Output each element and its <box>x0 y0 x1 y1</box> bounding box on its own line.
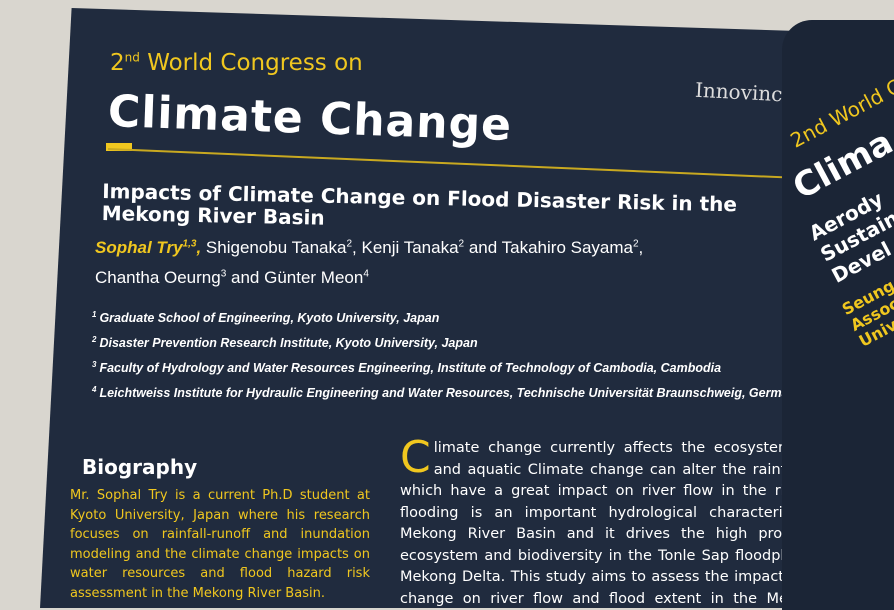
screenshot: 2nd World Congress on Climate Change Inn… <box>0 0 894 599</box>
text: Disaster Prevention Research Institute, … <box>99 336 477 350</box>
abstract-text: limate change currently affects the ecos… <box>400 440 830 608</box>
text: , <box>639 238 644 257</box>
biography-heading: Biography <box>82 455 197 479</box>
text: Graduate School of Engineering, Kyoto Un… <box>99 311 439 325</box>
main-title: Climate Change <box>107 86 513 151</box>
text: Sophal Try <box>95 238 183 257</box>
facing-page: 2nd World C Clima Aerody Sustain Devel S… <box>782 20 894 610</box>
author: Sophal Try1,3, <box>95 238 201 257</box>
text: , <box>196 238 201 257</box>
text: 3 <box>92 360 96 369</box>
text: 2 <box>459 238 465 249</box>
text: 4 <box>92 385 96 394</box>
congress-name: World Congress on <box>147 50 363 76</box>
ordinal-suffix: nd <box>125 50 140 64</box>
text: Shigenobu Tanaka <box>206 238 347 257</box>
text: 3 <box>221 269 227 280</box>
text: Faculty of Hydrology and Water Resources… <box>99 361 721 375</box>
logo: Innovinc <box>694 78 783 107</box>
ordinal: 2 <box>110 50 125 76</box>
congress: 2nd World Congress on <box>110 50 363 76</box>
rule <box>108 148 807 179</box>
text: Takahiro Sayama <box>502 238 633 257</box>
text: and <box>231 268 259 287</box>
author: Chantha Oeurng3 and <box>95 268 259 287</box>
author: Kenji Tanaka2 and <box>362 238 498 257</box>
text: 4 <box>363 269 369 280</box>
biography-text: Mr. Sophal Try is a current Ph.D student… <box>70 486 370 603</box>
text: , <box>352 238 357 257</box>
text: Leichtweiss Institute for Hydraulic Engi… <box>99 387 803 401</box>
text: and <box>469 238 497 257</box>
author: Takahiro Sayama2, <box>502 238 644 257</box>
text: Kenji Tanaka <box>362 238 459 257</box>
text: 2 <box>92 335 96 344</box>
authors: Sophal Try1,3, Shigenobu Tanaka2, Kenji … <box>95 230 815 291</box>
author: Günter Meon4 <box>264 268 369 287</box>
author: Shigenobu Tanaka2, <box>206 238 357 257</box>
text: Chantha Oeurng <box>95 268 221 287</box>
text: 1 <box>92 310 96 319</box>
drop-cap: C <box>400 438 431 478</box>
text: Günter Meon <box>264 268 363 287</box>
booklet-page: 2nd World Congress on Climate Change Inn… <box>40 8 830 608</box>
text: 1,3 <box>183 238 197 249</box>
